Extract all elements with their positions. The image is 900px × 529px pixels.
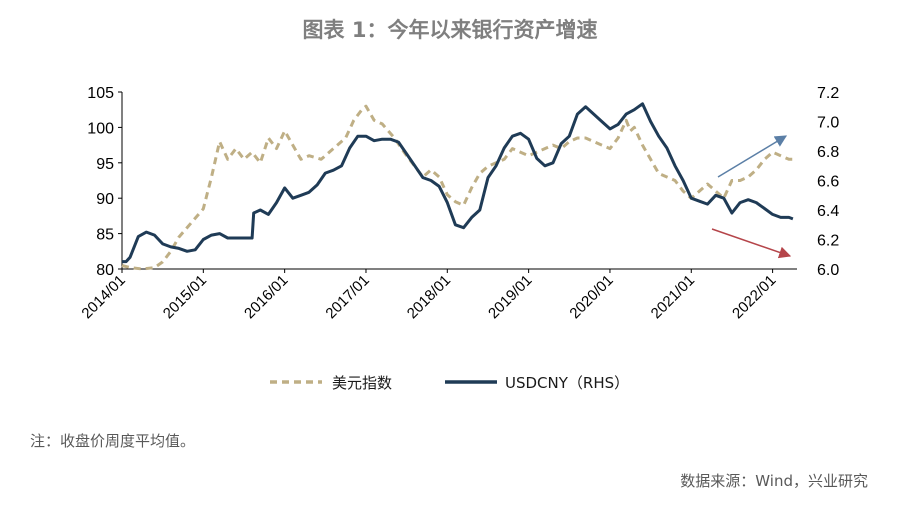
- trend-arrow-down: [711, 228, 792, 259]
- x-tick-label: 2020/01: [566, 272, 616, 322]
- y-left-tick-label: 80: [96, 262, 114, 279]
- trend-arrow-up: [717, 135, 788, 178]
- x-tick-label: 2014/01: [78, 272, 128, 322]
- x-tick-label: 2015/01: [160, 272, 210, 322]
- x-tick-label: 2021/01: [648, 272, 698, 322]
- y-left-tick-label: 100: [87, 120, 114, 137]
- x-tick-label: 2018/01: [404, 272, 454, 322]
- data-source: 数据来源：Wind，兴业研究: [680, 472, 868, 490]
- y-left-tick-label: 95: [96, 156, 114, 173]
- y-left-tick-label: 85: [96, 227, 114, 244]
- chart-svg: 80 85 90 95 100 105 6.0 6.2 6.4 6.6 6.8 7.0 7.2 2014/…: [78, 85, 839, 392]
- x-tick-label: 2022/01: [729, 272, 779, 322]
- y-right-tick-label: 6.6: [817, 174, 839, 191]
- legend-label-dxy: 美元指数: [332, 374, 392, 392]
- chart-title: 图表 1：今年以来银行资产增速: [302, 18, 598, 42]
- series-line-usdcny: [122, 102, 794, 264]
- x-tick-label: 2019/01: [485, 272, 535, 322]
- y-right-tick-label: 7.2: [817, 85, 839, 102]
- series-line-dxy: [121, 104, 793, 271]
- x-tick-label: 2017/01: [322, 272, 372, 322]
- y-right-tick-label: 7.0: [817, 115, 839, 132]
- legend-label-usdcny: USDCNY（RHS）: [505, 374, 629, 392]
- y-left-tick-label: 105: [87, 85, 114, 102]
- footnote: 注：收盘价周度平均值。: [30, 432, 196, 450]
- y-right-tick-label: 6.4: [817, 203, 839, 220]
- legend: 美元指数 USDCNY（RHS）: [270, 374, 629, 392]
- y-left-tick-label: 90: [96, 191, 114, 208]
- y-right-tick-label: 6.2: [817, 233, 839, 250]
- y-right-tick-label: 6.0: [817, 262, 839, 279]
- y-right-tick-label: 6.8: [817, 144, 839, 161]
- x-tick-label: 2016/01: [241, 272, 291, 322]
